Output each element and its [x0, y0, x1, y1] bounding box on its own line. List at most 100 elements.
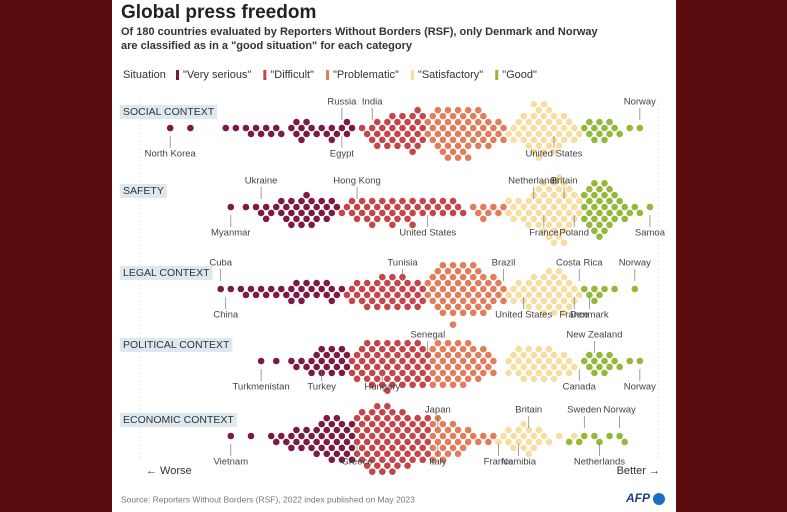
dot [454, 203, 462, 211]
dot [510, 124, 517, 132]
dot [575, 291, 583, 299]
dot [394, 438, 401, 446]
dot [449, 432, 457, 440]
dot [530, 148, 538, 156]
dot [308, 124, 315, 132]
dot [379, 345, 386, 353]
subtitle: Of 180 countries evaluated by Reporters … [121, 26, 599, 38]
dot [616, 130, 623, 138]
dot [485, 118, 492, 126]
dot [353, 414, 361, 422]
dot [550, 375, 558, 383]
dot [328, 420, 336, 428]
dot [434, 106, 442, 114]
dot [313, 279, 320, 287]
dot [379, 381, 386, 389]
dot [404, 291, 411, 299]
dot [550, 285, 558, 293]
dot [373, 279, 381, 287]
dot [535, 345, 543, 353]
dot [621, 203, 628, 211]
dot [379, 408, 386, 416]
dot [505, 130, 512, 138]
dot [500, 285, 507, 293]
dot [520, 432, 527, 440]
legend-label: "Difficult" [270, 69, 314, 81]
dot [535, 303, 543, 311]
dot [414, 203, 421, 211]
dot [358, 444, 366, 452]
dot [424, 351, 432, 359]
dot [384, 142, 391, 150]
dot [520, 444, 527, 452]
dot [363, 375, 371, 383]
dot [555, 221, 563, 229]
dot [530, 444, 538, 452]
dot [474, 118, 482, 126]
dot [323, 203, 331, 211]
dot [439, 381, 447, 389]
dot [399, 444, 406, 452]
dot [429, 420, 437, 428]
dot [333, 426, 341, 434]
dot [419, 369, 427, 377]
dot [227, 203, 235, 211]
dot [308, 369, 315, 377]
dot [429, 444, 437, 452]
dot [394, 118, 401, 126]
dot [424, 203, 432, 211]
dot [363, 279, 371, 287]
dot [454, 106, 462, 114]
dot [293, 426, 300, 434]
dot [535, 291, 543, 299]
dot [353, 203, 361, 211]
dot [510, 363, 517, 371]
dot [454, 450, 462, 458]
dot [257, 130, 265, 138]
dot [384, 203, 391, 211]
dot [272, 438, 280, 446]
dot [560, 273, 568, 281]
dot [394, 130, 401, 138]
dot [596, 363, 603, 371]
dot [454, 291, 462, 299]
dot [394, 291, 401, 299]
dot [469, 432, 477, 440]
country-label: Netherlands [574, 457, 625, 468]
dot [545, 345, 553, 353]
dot [636, 209, 644, 217]
dot [601, 285, 608, 293]
country-label: Samoa [635, 228, 666, 239]
dot [389, 444, 396, 452]
dot [459, 357, 467, 365]
dot [409, 197, 416, 205]
dot [404, 203, 411, 211]
dot [505, 438, 512, 446]
dot [545, 221, 553, 229]
dot [449, 209, 457, 217]
dot [409, 285, 416, 293]
dot [469, 112, 477, 120]
dot [434, 291, 442, 299]
dot [545, 369, 553, 377]
logo: AFP [625, 491, 651, 505]
dot [434, 303, 442, 311]
dot [626, 124, 634, 132]
dot [379, 197, 386, 205]
dot [515, 426, 522, 434]
dot [520, 363, 527, 371]
dot [525, 142, 533, 150]
dot [464, 291, 472, 299]
dot [389, 273, 396, 281]
country-label: Norway [604, 405, 636, 416]
dot [399, 357, 406, 365]
dot [389, 221, 396, 229]
dot [495, 291, 502, 299]
dot [338, 209, 346, 217]
dot [328, 285, 336, 293]
country-label: Turkey [307, 382, 336, 393]
dot [434, 426, 442, 434]
dot [293, 118, 300, 126]
dot [434, 118, 442, 126]
dot [510, 432, 517, 440]
